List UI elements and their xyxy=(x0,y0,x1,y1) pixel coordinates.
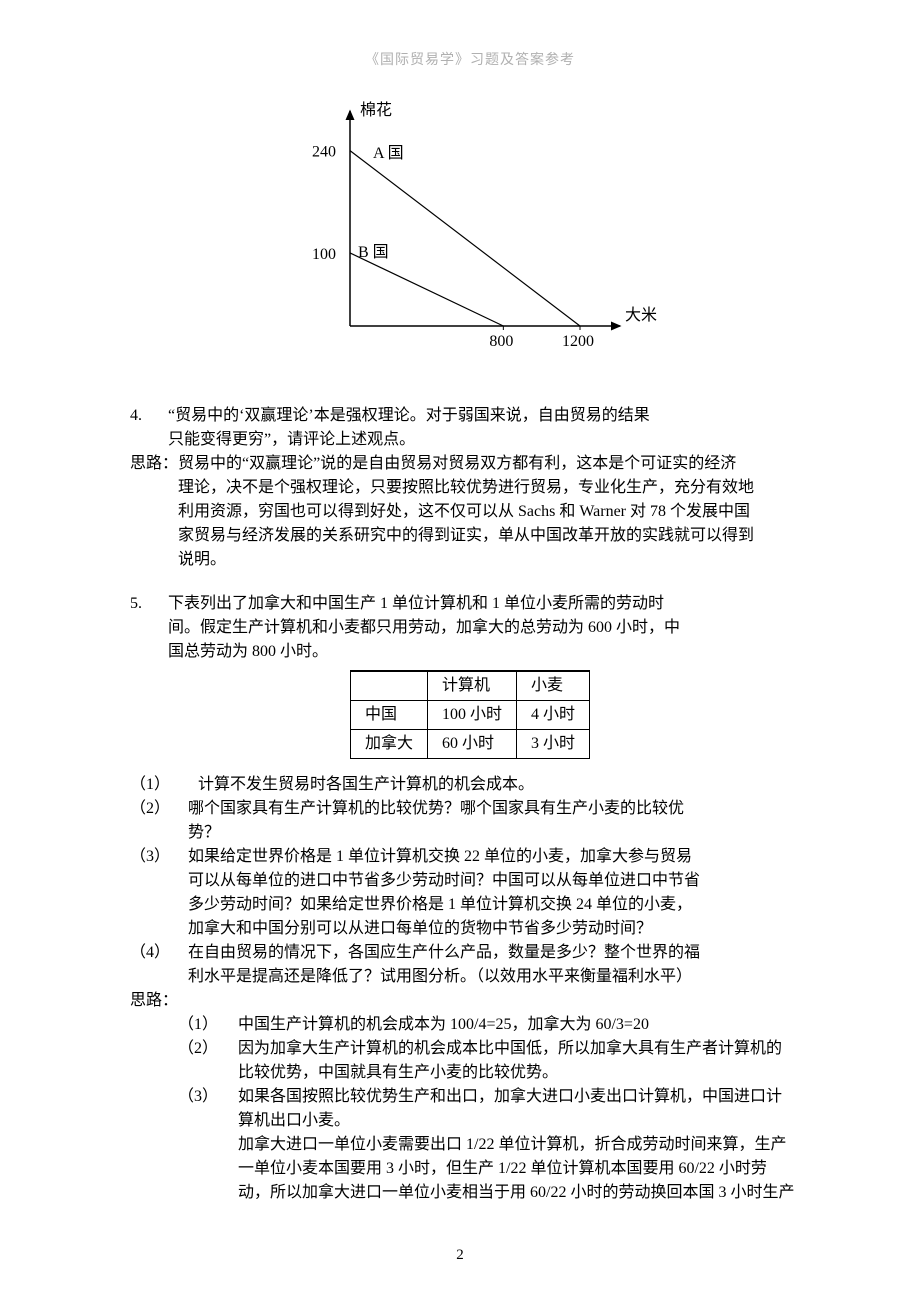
ppf-chart: 棉花大米 240 100 800 1200 A 国 B 国 xyxy=(130,101,810,369)
svg-text:100: 100 xyxy=(312,246,336,263)
q4-answer-l4: 家贸易与经济发展的关系研究中的得到证实，单从中国改革开放的实践就可以得到 xyxy=(130,524,810,548)
question-5: 5. 下表列出了加拿大和中国生产 1 单位计算机和 1 单位小麦所需的劳动时 间… xyxy=(130,592,810,1205)
th-computer: 计算机 xyxy=(427,671,516,701)
svg-text:A 国: A 国 xyxy=(373,145,404,162)
a3-l1: 如果各国按照比较优势生产和出口，加拿大进口小麦出口计算机，中国进口计 xyxy=(238,1085,810,1109)
a2-l2: 比较优势，中国就具有生产小麦的比较优势。 xyxy=(238,1061,810,1085)
td-canada-comp: 60 小时 xyxy=(427,730,516,759)
q5-number: 5. xyxy=(130,592,168,616)
a2-num: （2） xyxy=(178,1037,238,1061)
q4-answer-l1: 贸易中的“双赢理论”说的是自由贸易对贸易双方都有利，这本是个可证实的经济 xyxy=(178,452,810,476)
labor-hours-table: 计算机 小麦 中国 100 小时 4 小时 加拿大 60 小时 3 小时 xyxy=(350,670,590,759)
q5-2-l1: 哪个国家具有生产计算机的比较优势？哪个国家具有生产小麦的比较优 xyxy=(188,797,810,821)
q5-line2: 间。假定生产计算机和小麦都只用劳动，加拿大的总劳动为 600 小时，中 xyxy=(130,616,810,640)
a3-num: （3） xyxy=(178,1085,238,1109)
svg-text:1200: 1200 xyxy=(562,333,594,350)
q5-3-l1: 如果给定世界价格是 1 单位计算机交换 22 单位的小麦，加拿大参与贸易 xyxy=(188,845,810,869)
a3-l4: 一单位小麦本国要用 3 小时，但生产 1/22 单位计算机本国要用 60/22 … xyxy=(238,1157,810,1181)
q5-4-num: （4） xyxy=(130,941,188,965)
td-china: 中国 xyxy=(350,701,427,730)
q5-1-num: （1） xyxy=(130,773,198,797)
a3-l2: 算机出口小麦。 xyxy=(238,1109,810,1133)
q5-answer-label: 思路： xyxy=(130,989,810,1013)
q5-3-l4: 加拿大和中国分别可以从进口每单位的货物中节省多少劳动时间？ xyxy=(130,917,810,941)
a2-l1: 因为加拿大生产计算机的机会成本比中国低，所以加拿大具有生产者计算机的 xyxy=(238,1037,810,1061)
svg-text:大米: 大米 xyxy=(625,306,657,324)
page-header: 《国际贸易学》习题及答案参考 xyxy=(130,50,810,71)
svg-text:800: 800 xyxy=(489,333,513,350)
q4-line2: 只能变得更穷”，请评论上述观点。 xyxy=(130,428,810,452)
svg-text:棉花: 棉花 xyxy=(360,101,392,119)
table-row: 中国 100 小时 4 小时 xyxy=(350,701,589,730)
svg-text:240: 240 xyxy=(312,144,336,161)
q5-3-l2: 可以从每单位的进口中节省多少劳动时间？中国可以从每单位进口中节省 xyxy=(130,869,810,893)
td-canada: 加拿大 xyxy=(350,730,427,759)
svg-text:B 国: B 国 xyxy=(358,244,389,261)
q5-1-text: 计算不发生贸易时各国生产计算机的机会成本。 xyxy=(198,773,810,797)
ppf-chart-svg: 棉花大米 240 100 800 1200 A 国 B 国 xyxy=(280,101,660,361)
a3-l3: 加拿大进口一单位小麦需要出口 1/22 单位计算机，折合成劳动时间来算，生产 xyxy=(238,1133,810,1157)
table-row: 加拿大 60 小时 3 小时 xyxy=(350,730,589,759)
th-blank xyxy=(350,671,427,701)
q4-answer-l2: 理论，决不是个强权理论，只要按照比较优势进行贸易，专业化生产，充分有效地 xyxy=(130,476,810,500)
table-header-row: 计算机 小麦 xyxy=(350,671,589,701)
q4-line1: “贸易中的‘双赢理论’本是强权理论。对于弱国来说，自由贸易的结果 xyxy=(168,404,810,428)
a1-num: （1） xyxy=(178,1013,238,1037)
q4-answer-l5: 说明。 xyxy=(130,548,810,572)
q5-line3: 国总劳动为 800 小时。 xyxy=(130,640,810,664)
th-wheat: 小麦 xyxy=(517,671,590,701)
q5-2-l2: 势？ xyxy=(130,821,810,845)
page-number: 2 xyxy=(0,1244,920,1267)
a3-l5: 动，所以加拿大进口一单位小麦相当于用 60/22 小时的劳动换回本国 3 小时生… xyxy=(238,1181,810,1205)
td-china-wheat: 4 小时 xyxy=(517,701,590,730)
q5-4-l2: 利水平是提高还是降低了？试用图分析。（以效用水平来衡量福利水平） xyxy=(130,965,810,989)
question-4: 4. “贸易中的‘双赢理论’本是强权理论。对于弱国来说，自由贸易的结果 只能变得… xyxy=(130,404,810,572)
a1-text: 中国生产计算机的机会成本为 100/4=25，加拿大为 60/3=20 xyxy=(238,1013,810,1037)
q4-answer-label: 思路： xyxy=(130,452,178,476)
q5-4-l1: 在自由贸易的情况下，各国应生产什么产品，数量是多少？整个世界的福 xyxy=(188,941,810,965)
td-canada-wheat: 3 小时 xyxy=(517,730,590,759)
q5-line1: 下表列出了加拿大和中国生产 1 单位计算机和 1 单位小麦所需的劳动时 xyxy=(168,592,810,616)
q5-3-l3: 多少劳动时间？如果给定世界价格是 1 单位计算机交换 24 单位的小麦， xyxy=(130,893,810,917)
td-china-comp: 100 小时 xyxy=(427,701,516,730)
q5-2-num: （2） xyxy=(130,797,188,821)
q4-answer-l3: 利用资源，穷国也可以得到好处，这不仅可以从 Sachs 和 Warner 对 7… xyxy=(130,500,810,524)
q4-number: 4. xyxy=(130,404,168,428)
q5-3-num: （3） xyxy=(130,845,188,869)
